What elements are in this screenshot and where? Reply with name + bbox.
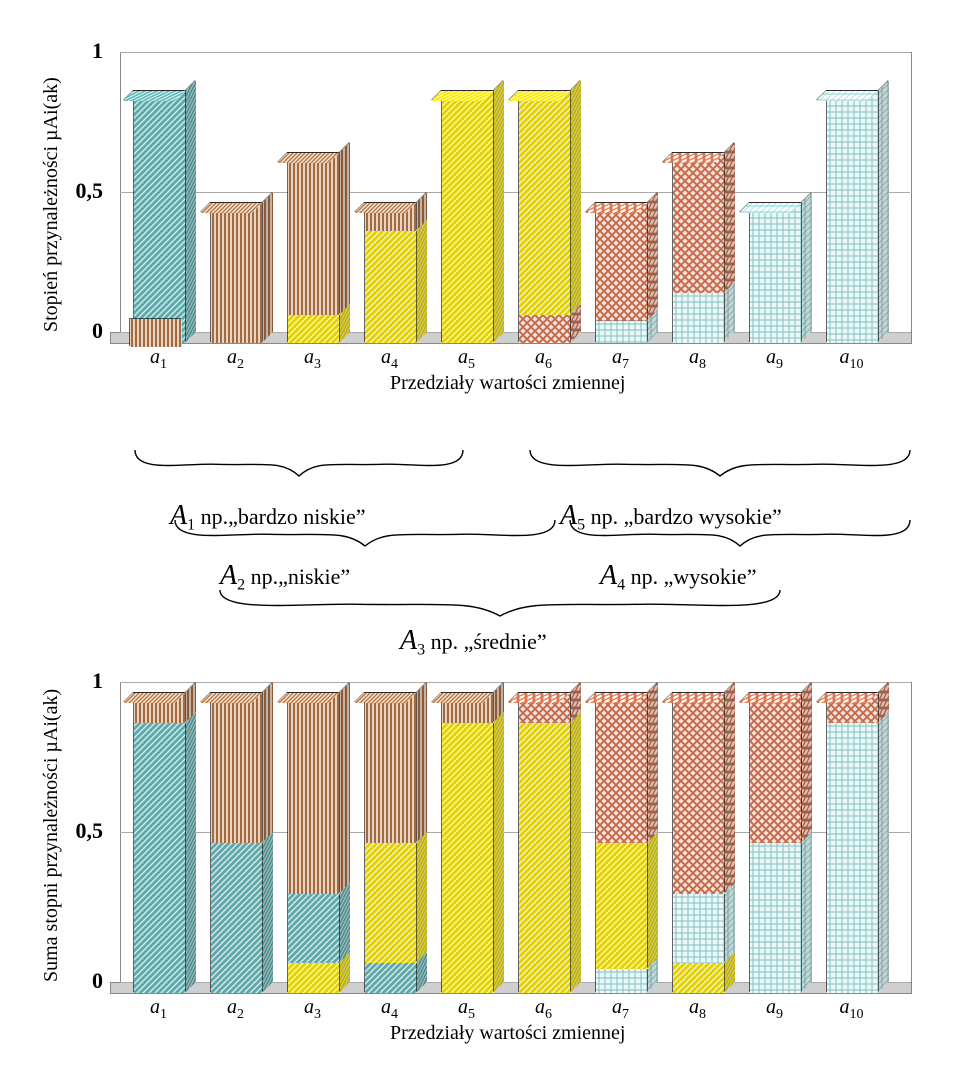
chart1-cat-a3: a3 <box>287 346 339 373</box>
annotation-A3: A3 np. „średnie” <box>400 625 547 659</box>
chart1-cat-a5: a5 <box>441 346 493 373</box>
chart2-bar-a9-A5 <box>749 842 801 992</box>
chart1-ylabel: Stopień przynależności µAi(ak) <box>40 77 63 332</box>
chart2-xlabel: Przedziały wartości zmiennej <box>390 1022 625 1045</box>
chart2-bar-a4-A1 <box>364 962 416 992</box>
brace <box>220 590 780 621</box>
chart2-cat-a9: a9 <box>749 996 801 1023</box>
chart1-bar-a6-A3 <box>518 90 570 314</box>
chart1-cat-a6: a6 <box>518 346 570 373</box>
chart1-bar-a9-A5 <box>749 202 801 342</box>
chart2-bar-a7-A5 <box>595 968 647 992</box>
chart2-bar-a9-A4 <box>749 692 801 842</box>
annotation-A5: A5 np. „bardzo wysokie” <box>560 500 782 534</box>
chart2-bar-a2-A1 <box>210 842 262 992</box>
chart1-cat-a9: a9 <box>749 346 801 373</box>
chart2-bar-a4-A2 <box>364 692 416 842</box>
chart2-bar-a7-A3 <box>595 842 647 968</box>
annotation-A4: A4 np. „wysokie” <box>600 560 756 594</box>
chart2-bar-a8-A4 <box>672 692 724 893</box>
chart1-bar-a8-A4 <box>672 152 724 292</box>
chart1-bar-a5-A3 <box>441 90 493 342</box>
chart1-bar-a8-A5 <box>672 292 724 342</box>
chart2-bar-a3-A1 <box>287 893 339 962</box>
chart1-bar-a4-A3 <box>364 230 416 342</box>
chart2-bar-a8-A5 <box>672 893 724 962</box>
chart1-cat-a2: a2 <box>210 346 262 373</box>
chart1-bar-a7-A4 <box>595 202 647 320</box>
chart2-bar-a2-A2 <box>210 692 262 842</box>
chart2-bar-a3-A2 <box>287 692 339 893</box>
chart2-bar-a3-A3 <box>287 962 339 992</box>
chart1-bar-a3-A3 <box>287 314 339 342</box>
brace <box>530 450 910 481</box>
chart1-bar-a2-A2 <box>210 202 262 342</box>
chart2-cat-a3: a3 <box>287 996 339 1023</box>
chart1-cat-a10: a10 <box>826 346 878 373</box>
chart2-cat-a2: a2 <box>210 996 262 1023</box>
chart1-cat-a8: a8 <box>672 346 724 373</box>
chart2-cat-a5: a5 <box>441 996 493 1023</box>
chart1-cat-a1: a1 <box>133 346 185 373</box>
annotation-A1: A1 np.„bardzo niskie” <box>170 500 366 534</box>
chart1-bar-a3-A2 <box>287 152 339 314</box>
chart2-bar-a6-A3 <box>518 722 570 992</box>
chart1-bar-a10-A5 <box>826 90 878 342</box>
annotation-A2: A2 np.„niskie” <box>220 560 350 594</box>
chart2-bar-a10-A5 <box>826 722 878 992</box>
chart2-cat-a8: a8 <box>672 996 724 1023</box>
chart1-cat-a4: a4 <box>364 346 416 373</box>
chart1-bar-a6-A4 <box>518 314 570 342</box>
chart1-cat-a7: a7 <box>595 346 647 373</box>
chart1-ytick: 1 <box>55 38 103 64</box>
chart1-xlabel: Przedziały wartości zmiennej <box>390 372 625 395</box>
chart2-cat-a1: a1 <box>133 996 185 1023</box>
chart1-bar-a7-A5 <box>595 320 647 342</box>
chart2-bar-a1-A1 <box>133 722 185 992</box>
chart2-bar-a8-A3 <box>672 962 724 992</box>
chart2-cat-a7: a7 <box>595 996 647 1023</box>
brace <box>135 450 463 481</box>
chart1-bar-a1-A1 <box>133 90 185 342</box>
chart2-ylabel: Suma stopni przynależności µAi(ak) <box>40 689 63 982</box>
chart2-cat-a6: a6 <box>518 996 570 1023</box>
chart2-bar-a4-A3 <box>364 842 416 962</box>
chart2-cat-a4: a4 <box>364 996 416 1023</box>
chart2-bar-a5-A3 <box>441 722 493 992</box>
chart2-bar-a7-A4 <box>595 692 647 842</box>
chart2-cat-a10: a10 <box>826 996 878 1023</box>
